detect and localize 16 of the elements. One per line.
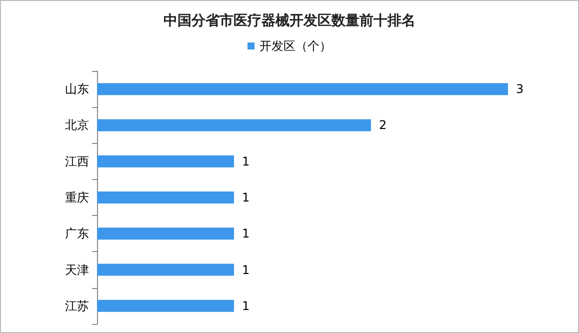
- y-tick-label: 江苏: [65, 298, 89, 313]
- data-label: 1: [242, 154, 250, 168]
- y-tick-label: 山东: [65, 82, 89, 96]
- y-tick-label: 重庆: [65, 190, 89, 204]
- data-label: 3: [516, 82, 524, 96]
- data-label: 1: [242, 190, 250, 204]
- legend-label: 开发区（个）: [260, 39, 332, 53]
- data-label: 2: [379, 118, 387, 132]
- y-tick-label: 江西: [65, 154, 89, 168]
- y-tick-label: 广东: [65, 226, 89, 241]
- chart-title: 中国分省市医疗器械开发区数量前十排名: [164, 12, 416, 29]
- data-label: 1: [242, 262, 250, 277]
- data-label: 1: [242, 298, 250, 313]
- y-tick-label: 天津: [65, 262, 89, 277]
- y-tick-label: 北京: [65, 118, 89, 132]
- data-label: 1: [242, 226, 250, 241]
